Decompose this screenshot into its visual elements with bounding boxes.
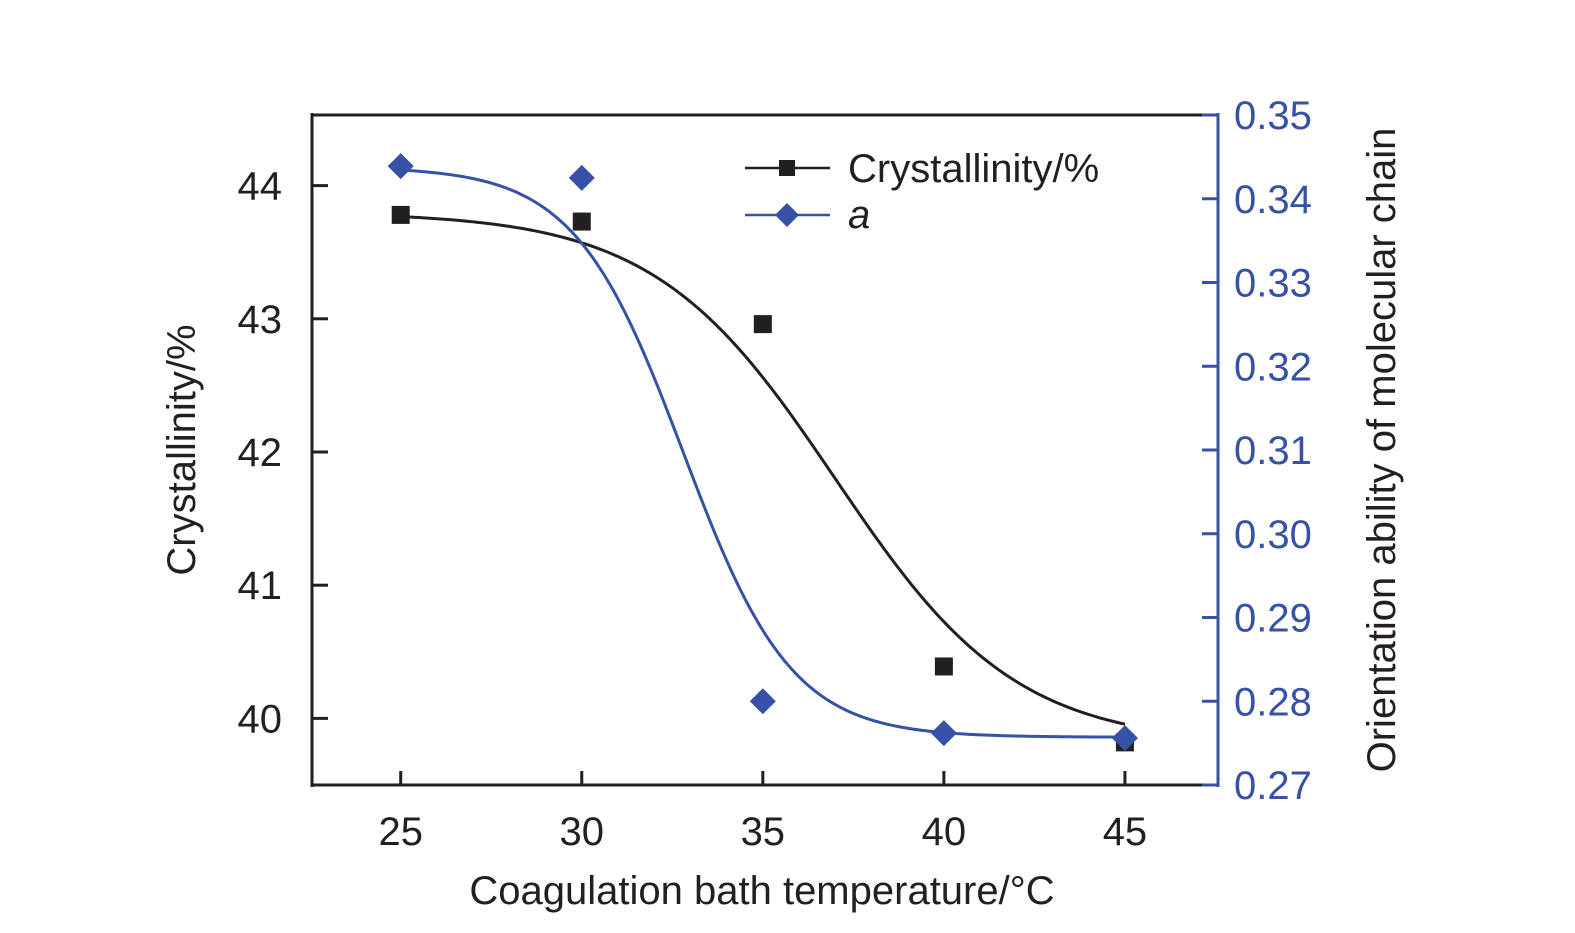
data-point-a [930,720,957,747]
fit-curve-crystallinity [400,215,1126,726]
legend-item-a: a [745,193,870,237]
y-right-tick-label: 0.31 [1234,429,1312,473]
y-right-tick-label: 0.27 [1234,764,1312,808]
x-tick-label: 35 [741,810,786,854]
data-markers [387,153,1138,752]
y-right-tick-label: 0.28 [1234,680,1312,724]
x-tick-label: 30 [560,810,605,854]
x-tick-label: 25 [378,810,423,854]
y-right-tick-label: 0.29 [1234,597,1312,641]
data-point-crystallinity [572,212,591,231]
legend-item-crystallinity: Crystallinity/% [745,147,1099,191]
data-point-a [749,688,776,715]
y-axis-left-title: Crystallinity/% [160,324,204,575]
legend-label-crystallinity: Crystallinity/% [848,147,1099,191]
x-tick-label: 45 [1103,810,1148,854]
y-right-tick-label: 0.33 [1234,262,1312,306]
fit-curve-a [400,168,1125,739]
y-axis-right-title: Orientation ability of molecular chain [1360,128,1404,773]
legend-label-a: a [848,193,870,237]
y-right-tick-label: 0.32 [1234,345,1312,389]
data-point-crystallinity [934,657,953,676]
data-point-a [568,164,595,191]
y-left-tick-label: 42 [238,431,283,475]
y-left-tick-label: 43 [238,298,283,342]
x-ticks: 25 30 35 40 45 [378,771,1147,854]
fit-curves [400,168,1126,739]
data-point-a [387,153,414,180]
legend: Crystallinity/% a [745,147,1099,237]
x-tick-label: 40 [922,810,967,854]
data-point-crystallinity [391,205,410,224]
y-right-tick-label: 0.30 [1234,513,1312,557]
y-right-ticks: 0.27 0.28 0.29 0.30 0.31 0.32 0.33 0.34 0.35 [1202,94,1312,808]
data-point-a [1111,725,1138,752]
data-point-crystallinity [753,315,772,334]
y-left-tick-label: 40 [238,697,283,741]
y-right-tick-label: 0.35 [1234,94,1312,138]
legend-diamond-marker-icon [775,203,799,227]
y-left-tick-label: 44 [238,165,283,209]
y-left-tick-label: 41 [238,564,283,608]
x-axis-title: Coagulation bath temperature/°C [469,869,1054,913]
y-right-tick-label: 0.34 [1234,178,1312,222]
legend-square-marker-icon [779,160,795,176]
y-left-ticks: 40 41 42 43 44 [238,165,328,741]
